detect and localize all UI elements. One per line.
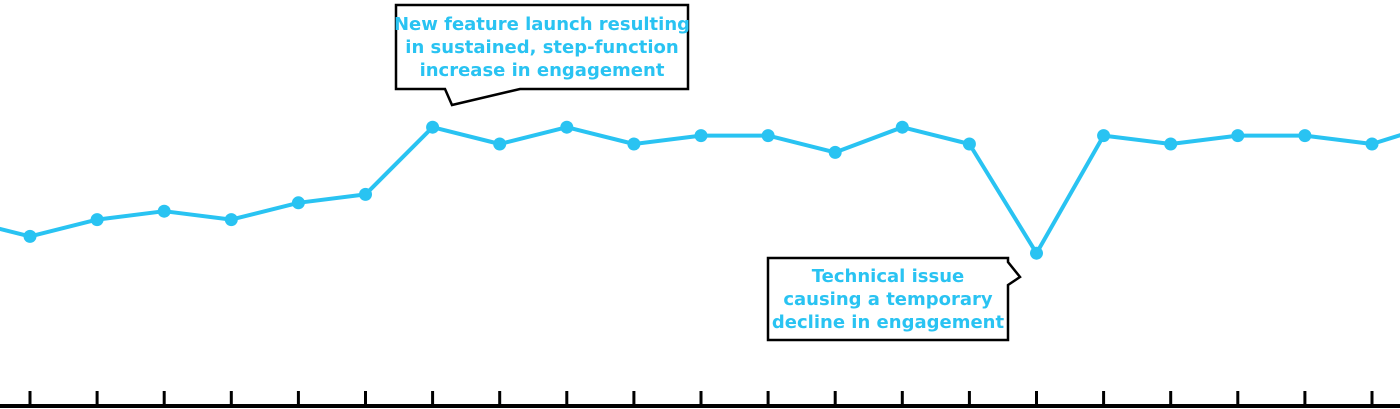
data-point (761, 129, 775, 143)
data-point (627, 137, 641, 151)
data-point (1097, 129, 1111, 143)
data-point (493, 137, 507, 151)
data-point (560, 120, 574, 134)
data-point (157, 204, 171, 218)
annotation-text-line: New feature launch resulting (394, 14, 690, 35)
data-point (962, 137, 976, 151)
series-line-group (0, 125, 1400, 256)
annotation-text-line: causing a temporary (783, 289, 993, 310)
data-point (1365, 137, 1379, 151)
annotation-box (766, 256, 1022, 342)
data-point (895, 120, 909, 134)
data-point (694, 129, 708, 143)
annotation-text-line: Technical issue (812, 266, 964, 287)
annotation-box (394, 3, 690, 107)
data-point (90, 213, 104, 227)
data-point (1030, 246, 1043, 260)
data-point (426, 120, 440, 134)
data-point (1164, 137, 1178, 151)
annotation-text-line: in sustained, step-function (405, 37, 678, 58)
data-point (291, 196, 305, 210)
data-point (828, 145, 842, 159)
data-point (224, 213, 238, 227)
data-point (1298, 129, 1312, 143)
data-point (359, 187, 372, 201)
annotation-text-line: decline in engagement (772, 312, 1005, 333)
annotation-text-line: increase in engagement (420, 60, 665, 81)
series-line (0, 125, 1400, 256)
data-points-group (23, 120, 1379, 260)
data-point (23, 229, 37, 243)
x-axis (0, 391, 1400, 408)
data-point (1231, 129, 1245, 143)
